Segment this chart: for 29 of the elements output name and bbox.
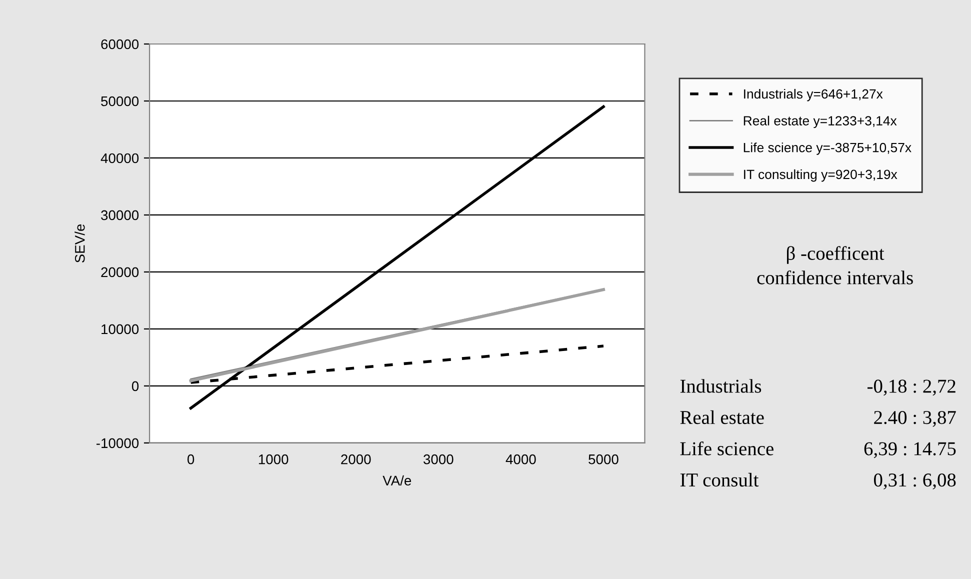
legend-label: Industrials y=646+1,27x bbox=[744, 88, 883, 102]
x-tick-label: 1000 bbox=[258, 454, 288, 464]
y-tick-label: 30000 bbox=[101, 210, 139, 220]
text: Life science bbox=[680, 441, 774, 456]
x-tick-label: 4000 bbox=[506, 454, 536, 464]
text: 6,39 : 14.75 bbox=[864, 442, 956, 458]
y-tick-label: 0 bbox=[132, 381, 139, 392]
legend-label: Real estate y=1233+3,14x bbox=[744, 116, 897, 128]
y-tick-label: 40000 bbox=[100, 153, 139, 164]
y-tick-label: 10000 bbox=[102, 324, 139, 334]
text: Real estate bbox=[680, 410, 764, 424]
x-axis-title: VA/e bbox=[382, 475, 412, 486]
y-tick-label: 50000 bbox=[101, 96, 139, 106]
text: 0,31 : 6,08 bbox=[874, 473, 956, 490]
text: Industrials bbox=[680, 379, 762, 393]
text: -0,18 : 2,72 bbox=[868, 380, 956, 396]
y-axis-title: SEV/e bbox=[74, 224, 85, 263]
legend-label: Life science y=-3875+10,57x bbox=[744, 142, 912, 155]
x-tick-label: 5000 bbox=[588, 454, 618, 464]
x-tick-label: 2000 bbox=[341, 454, 371, 464]
y-tick-label: 20000 bbox=[101, 267, 139, 278]
text: 2.40 : 3,87 bbox=[874, 410, 956, 427]
y-tick-label: -10000 bbox=[96, 438, 139, 448]
x-tick-label: 0 bbox=[187, 454, 194, 464]
text: β -coefficent confidence intervals bbox=[757, 246, 913, 284]
legend-label: IT consulting y=920+3,19x bbox=[744, 169, 898, 182]
x-tick-label: 3000 bbox=[423, 454, 454, 464]
text: IT consult bbox=[680, 472, 759, 487]
y-tick-label: 60000 bbox=[101, 39, 139, 50]
